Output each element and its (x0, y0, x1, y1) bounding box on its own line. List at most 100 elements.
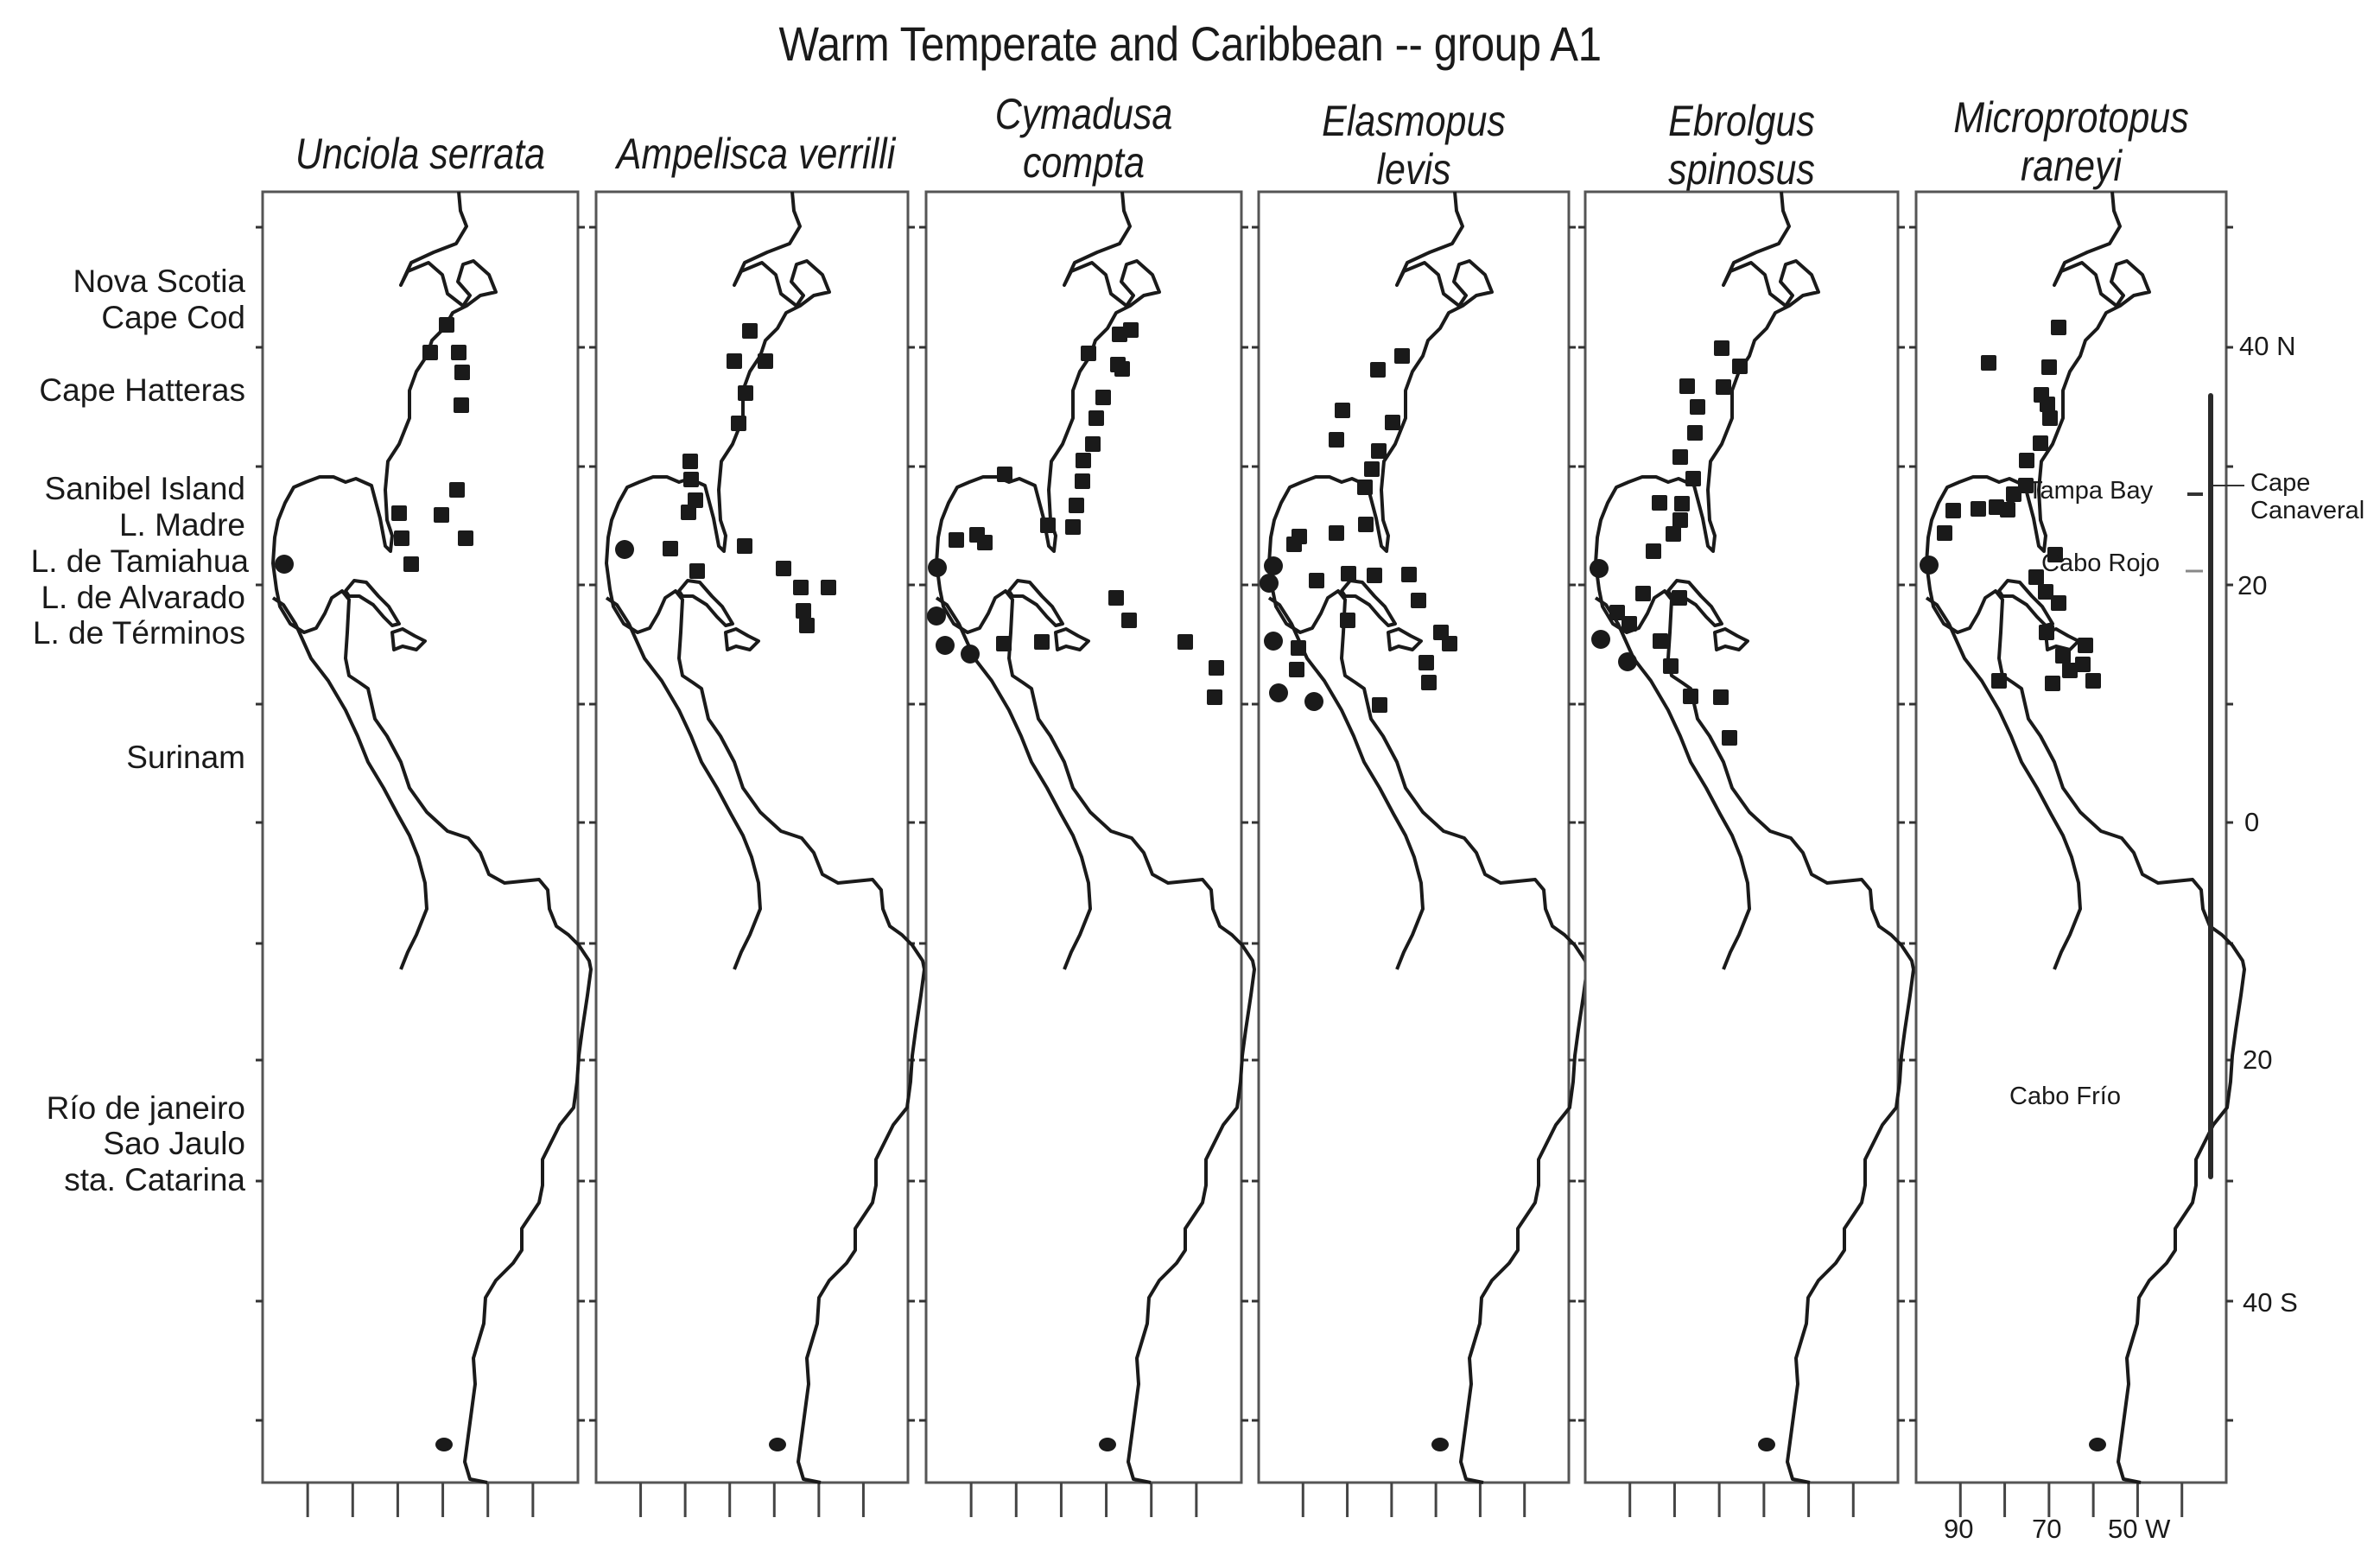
occurrence-square-marker (682, 454, 698, 469)
occurrence-square-marker (1690, 399, 1705, 415)
island-falklands (1758, 1438, 1775, 1451)
coastline-atlantic (271, 191, 593, 1484)
map-panel (1252, 190, 1589, 1517)
occurrence-square-marker (1683, 689, 1698, 704)
occurrence-square-marker (799, 618, 815, 633)
occurrence-square-marker (1108, 590, 1124, 606)
occurrence-square-marker (403, 556, 419, 572)
x-axis-label: 50 W (2108, 1514, 2171, 1544)
location-label: Sao Jaulo (103, 1126, 245, 1161)
coastline-pacific (1594, 596, 1751, 970)
occurrence-square-marker (1672, 512, 1688, 528)
occurrence-square-marker (1652, 495, 1667, 511)
occurrence-square-marker (2051, 320, 2066, 335)
annotation-line: Canaveral (2250, 497, 2365, 524)
occurrence-square-marker (2055, 648, 2071, 664)
species-name: Ampelisca verrilli (616, 130, 896, 178)
location-label: L. Madre (118, 507, 245, 543)
coastline-atlantic (1925, 191, 2246, 1484)
location-label: Cape Hatteras (39, 372, 245, 408)
location-label: Sanibel Island (44, 471, 245, 506)
occurrence-square-marker (449, 482, 465, 498)
occurrence-square-marker (2028, 569, 2044, 585)
occurrence-square-marker (1340, 613, 1355, 628)
map-panel-svg (1909, 190, 2246, 1517)
occurrence-circle-marker (1304, 692, 1323, 711)
species-name-line2: spinosus (1668, 145, 1815, 194)
panel-frame (1257, 190, 1571, 1484)
occurrence-square-marker (439, 317, 454, 333)
island-hispaniola (1387, 627, 1423, 651)
occurrence-square-marker (1367, 568, 1382, 583)
panel-frame (924, 190, 1243, 1484)
occurrence-square-marker (1674, 496, 1690, 511)
occurrence-square-marker (1418, 655, 1434, 670)
occurrence-square-marker (1289, 662, 1304, 677)
occurrence-circle-marker (615, 540, 634, 559)
map-panel-svg (919, 190, 1256, 1517)
occurrence-square-marker (1372, 697, 1387, 713)
figure-title: Warm Temperate and Caribbean -- group A1 (778, 16, 1602, 71)
occurrence-square-marker (391, 505, 407, 521)
occurrence-square-marker (1207, 689, 1222, 705)
location-label: Río de janeiro (46, 1090, 245, 1126)
species-label-ebrolgus: Ebrolgus spinosus (1607, 97, 1875, 194)
island-hispaniola (724, 627, 760, 651)
occurrence-square-marker (1069, 498, 1084, 513)
occurrence-square-marker (1085, 436, 1101, 452)
occurrence-square-marker (1622, 616, 1637, 632)
occurrence-square-marker (1714, 340, 1729, 356)
occurrence-circle-marker (961, 645, 980, 664)
occurrence-square-marker (1442, 636, 1457, 651)
island-falklands (1431, 1438, 1449, 1451)
occurrence-square-marker (1081, 346, 1096, 361)
occurrence-circle-marker (1264, 632, 1283, 651)
map-panel (589, 190, 926, 1517)
occurrence-square-marker (2051, 595, 2066, 611)
occurrence-square-marker (1971, 501, 1986, 517)
occurrence-square-marker (1713, 689, 1729, 705)
occurrence-square-marker (1989, 499, 2004, 515)
occurrence-circle-marker (275, 555, 294, 574)
map-panel (1578, 190, 1915, 1517)
map-panel-svg (1252, 190, 1589, 1517)
occurrence-square-marker (1666, 526, 1681, 542)
occurrence-circle-marker (1920, 556, 1939, 575)
occurrence-square-marker (1646, 543, 1661, 559)
map-panel (919, 190, 1256, 1517)
occurrence-square-marker (758, 353, 773, 369)
y-axis-label: 20 (2243, 1045, 2273, 1075)
map-panel-svg (256, 190, 593, 1517)
island-hispaniola (390, 627, 427, 651)
occurrence-square-marker (742, 323, 758, 339)
location-label: Cape Cod (101, 300, 245, 335)
map-panel (1909, 190, 2246, 1517)
occurrence-square-marker (949, 532, 964, 548)
occurrence-square-marker (1421, 675, 1437, 690)
occurrence-circle-marker (928, 558, 947, 577)
occurrence-square-marker (1991, 673, 2007, 689)
occurrence-square-marker (996, 636, 1012, 651)
annotation-cape-canaveral: Cape Canaveral (2250, 469, 2364, 524)
occurrence-square-marker (1370, 362, 1386, 378)
occurrence-square-marker (731, 416, 746, 431)
occurrence-square-marker (1065, 519, 1081, 535)
occurrence-square-marker (1635, 586, 1651, 601)
species-label-cymadusa: Cymadusa compta (949, 90, 1220, 187)
species-label-ampelisca: Ampelisca verrilli (611, 130, 900, 178)
species-name-line1: Cymadusa (994, 90, 1173, 138)
occurrence-square-marker (1663, 658, 1679, 674)
occurrence-square-marker (1679, 378, 1695, 394)
occurrence-square-marker (454, 365, 470, 380)
species-name-line1: Microprotopus (1953, 93, 2189, 142)
occurrence-square-marker (1357, 480, 1373, 495)
occurrence-square-marker (2019, 453, 2034, 468)
occurrence-square-marker (1177, 634, 1193, 650)
island-hispaniola (1054, 627, 1090, 651)
x-axis-label: 90 (1944, 1514, 1974, 1544)
occurrence-square-marker (737, 538, 752, 554)
coastline-pacific (605, 596, 762, 970)
occurrence-square-marker (1088, 410, 1104, 426)
panel-frame (261, 190, 580, 1484)
occurrence-square-marker (1112, 327, 1127, 342)
